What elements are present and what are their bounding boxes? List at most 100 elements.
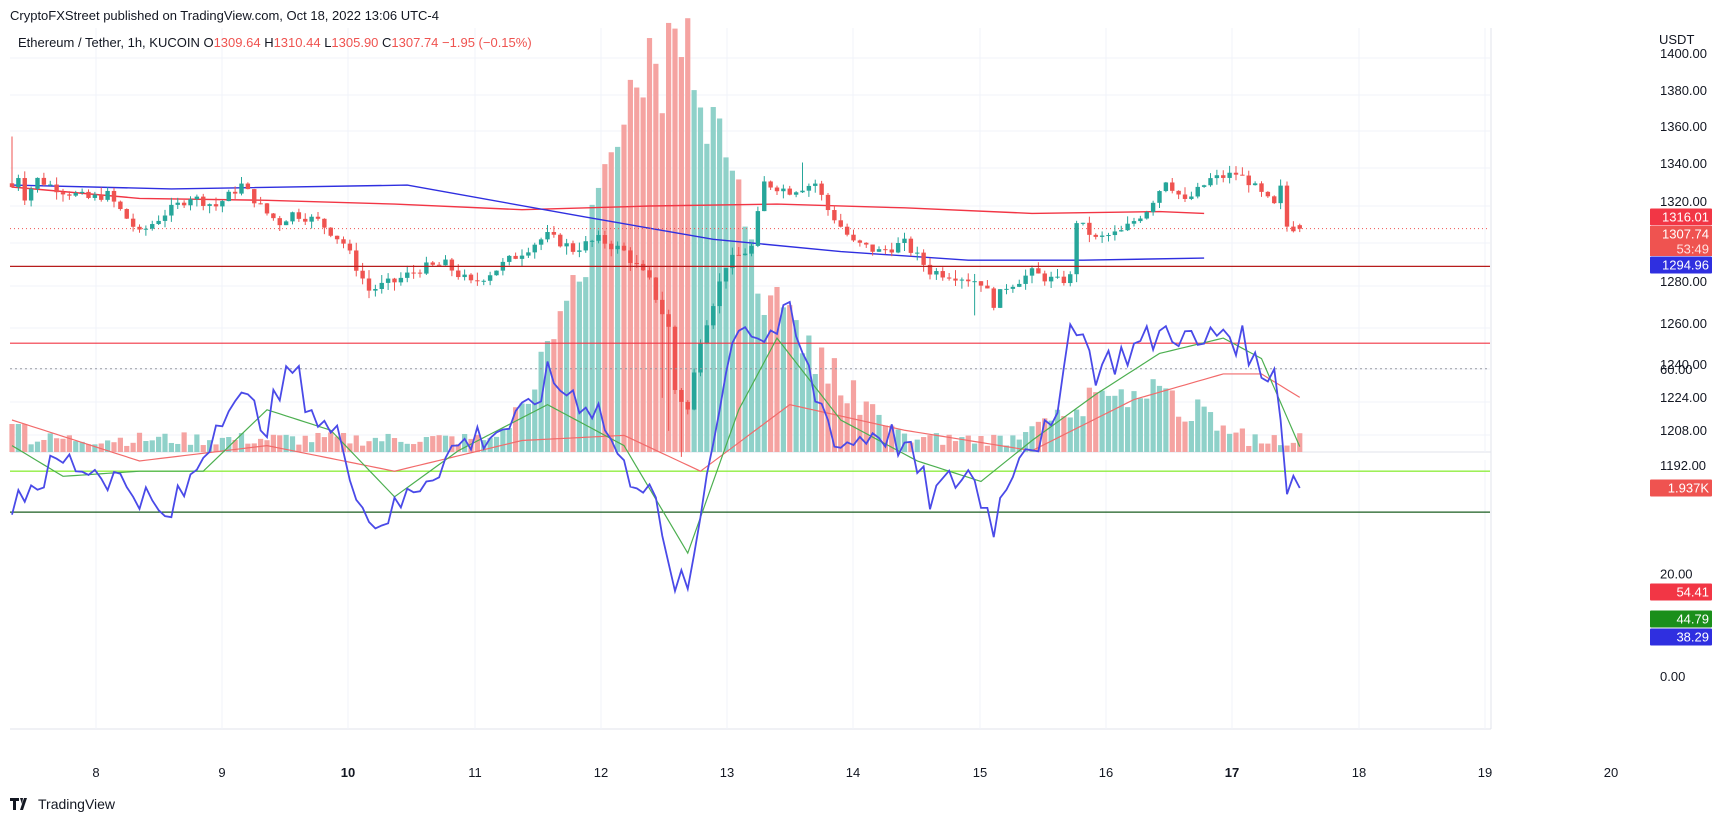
volume-bar [640,97,646,452]
footer-brand[interactable]: TradingView [38,796,116,812]
candle-body [137,226,142,230]
candle-body [997,289,1003,308]
volume-bar [309,442,315,452]
candle-body [277,218,282,226]
candle-body [1265,191,1271,197]
volume-bar [302,435,308,452]
volume-bar [1080,416,1086,452]
volume-bar [1016,439,1022,452]
volume-bar [200,445,206,452]
candle-body [1119,230,1124,232]
candle-body [48,184,53,186]
volume-bar [997,435,1003,452]
volume-bar [787,305,793,452]
currency-label: USDT [1659,32,1694,47]
time-tick-label: 17 [1225,765,1239,780]
candle-body [1157,191,1162,203]
candle-body [245,183,251,190]
candle-body [545,232,550,240]
rsi-value-tag-bg [1650,628,1712,646]
volume-bar [895,429,901,452]
volume-bar [870,404,876,452]
candle-body [774,187,780,192]
candle-body [398,277,404,283]
volume-bar [595,187,602,452]
candle-body [1138,218,1143,222]
legend-high: 1310.44 [274,35,325,50]
publisher-caption: CryptoFXStreet published on TradingView.… [10,8,439,23]
candle-body [838,220,843,227]
time-tick-label: 13 [720,765,734,780]
candle-body [143,228,149,230]
volume-bar [1163,388,1169,452]
volume-bar [1029,426,1035,452]
volume-bar [564,300,570,452]
candle-body [1048,276,1054,282]
candle-body [16,178,21,188]
volume-bar [921,437,927,452]
volume-bar [449,436,455,452]
candle-body [28,188,34,201]
candle-body [1195,186,1200,197]
candle-body [303,218,308,222]
volume-bar [1188,420,1194,452]
volume-bar [831,358,837,452]
candle-body [328,227,333,236]
candle-body [991,288,996,308]
volume-bar [289,436,296,452]
candle-body [481,280,486,282]
candle-body [857,240,863,243]
volume-bar [850,380,857,452]
time-axis: 8 9 10 11 12 13 14 15 16 17 18 19 20 [92,765,1618,780]
volume-bar [532,389,538,452]
volume-bar [621,124,627,452]
volume-bar [168,442,174,452]
volume-bar [1290,442,1296,452]
rsi-value-tag: 38.29 [1650,628,1712,646]
tradingview-logo-icon[interactable] [10,798,32,810]
volume-bar [353,435,359,452]
candle-body [1106,235,1111,237]
price-tick-label: 1260.00 [1660,316,1707,331]
ma-red-price-tag: 1316.01 [1650,208,1712,226]
candle-body [1297,225,1302,229]
time-tick-label: 16 [1099,765,1113,780]
price-tick-label: 1208.00 [1660,423,1707,438]
candle-body [640,263,646,271]
volume-bar [1035,421,1041,452]
candle-body [1087,222,1092,235]
volume-bar [1118,389,1124,452]
volume-bar [417,441,423,452]
volume-bar [608,152,614,452]
candle-body [1010,286,1016,289]
candle-body [1125,223,1130,231]
rsi-pane [10,265,1490,595]
volume-bar [283,434,289,452]
rsi-ma-red-line [11,373,1301,472]
candle-body [1246,175,1251,186]
volume-bar [430,436,436,452]
volume-bar [1099,390,1105,452]
volume-bar [1131,391,1137,452]
candle-body [1074,223,1079,275]
volume-bar [793,320,799,452]
candle-body [1093,234,1098,237]
candle-body [762,181,767,212]
candle-body [175,202,180,205]
legend-change: −1.95 (−0.15%) [442,35,532,50]
volume-bar [1048,420,1054,452]
volume-bar [1144,398,1150,452]
volume-bar [423,437,429,452]
volume-bar [277,435,283,452]
volume-bar [927,435,933,452]
volume-bar [442,435,449,452]
candle-body [213,204,219,207]
candle-body [1080,222,1086,224]
ma-red-line [11,186,1205,215]
volume-bar [411,444,417,452]
volume-bar [111,442,117,452]
candle-body [118,201,123,210]
volume-bar [519,403,525,452]
candle-body [1291,226,1296,232]
